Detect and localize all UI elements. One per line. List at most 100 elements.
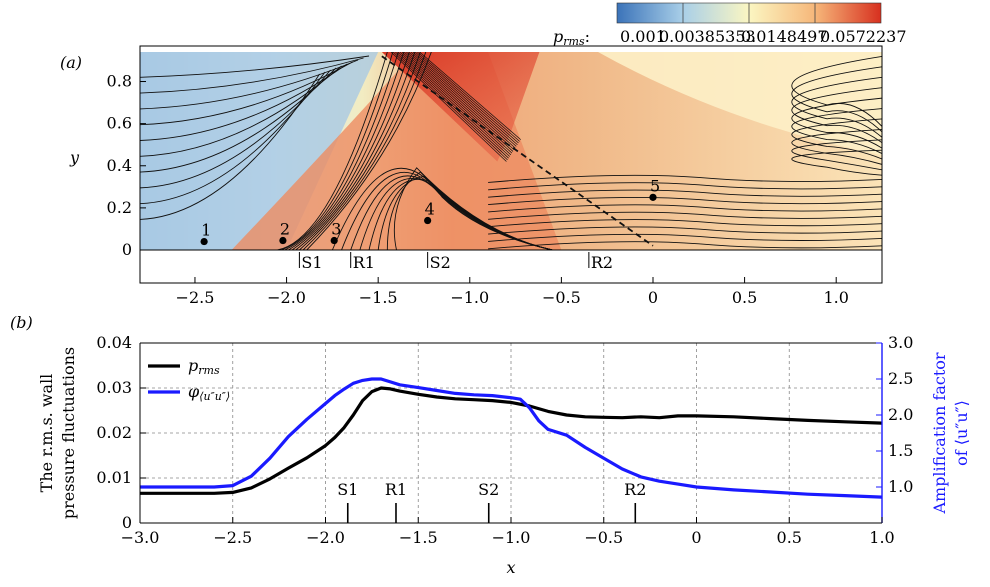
x-tick-label-a: −1.5 xyxy=(359,288,398,307)
contour-field xyxy=(140,52,882,250)
x-tick-label-b: −2.0 xyxy=(306,528,345,547)
y-tick-label-left: 0.04 xyxy=(96,333,132,352)
contour-line xyxy=(295,52,416,250)
y-tick-label-a: 0.8 xyxy=(107,72,132,91)
contour-ticks: −2.5 −2.0 −1.5 −1.0 −0.5 0 0.5 1.0 0 0.2 0.4 0.6 0.8 xyxy=(107,72,849,307)
line-ticks: −3.0 −2.5 −2.0 −1.5 −1.0 −0.5 0 0.5 1.0 0 0.01 0.02… xyxy=(96,333,913,547)
probe-label: 3 xyxy=(331,220,341,239)
x-tick-label-a: −1.0 xyxy=(450,288,489,307)
y-axis-label-right: Amplification factor of ⟨u″u″⟩ xyxy=(930,352,971,514)
marker-label-a: S1 xyxy=(301,253,322,272)
colorbar-tick-label: 0.0572237 xyxy=(820,27,907,46)
legend-label-prms: prms xyxy=(188,356,220,377)
x-tick-label-a: 1.0 xyxy=(823,288,848,307)
colorbar-tick-label: 0.0148497 xyxy=(741,27,828,46)
contour-line xyxy=(791,97,882,149)
marker-label-b: R1 xyxy=(385,480,407,499)
series-line-prms xyxy=(140,386,883,495)
marker-label-b: S2 xyxy=(478,480,499,499)
contour-line xyxy=(791,118,882,160)
contour-line xyxy=(488,174,882,183)
contour-line xyxy=(397,52,510,157)
y-tick-label-right: 3.0 xyxy=(888,333,913,352)
x-tick-label-a: 0.5 xyxy=(732,288,757,307)
contour-line xyxy=(140,73,320,220)
contour-line xyxy=(140,71,326,205)
x-tick-label-a: −2.5 xyxy=(176,288,215,307)
contour-line xyxy=(488,219,882,228)
y-tick-label-left: 0.02 xyxy=(96,423,132,442)
y-tick-label-a: 0.4 xyxy=(107,156,132,175)
contour-line xyxy=(488,211,882,220)
contour-line xyxy=(419,52,521,140)
contour-line xyxy=(408,52,516,149)
contour-line xyxy=(403,52,514,152)
y-tick-label-right: 1.0 xyxy=(888,477,913,496)
contour-panel: (a) −2.5 −2.0 −1.5 −1.0 −0.5 0 0.5 1.0 0 0.2 0.4 0.… xyxy=(60,45,883,307)
contour-line xyxy=(488,226,882,235)
contour-line xyxy=(277,52,388,250)
colorbar-tick-label: 0.001 xyxy=(620,27,666,46)
separation-markers-b: S1 R1 S2 R2 xyxy=(337,480,646,523)
x-tick-label-b: −1.0 xyxy=(492,528,531,547)
contour-lines xyxy=(140,52,882,250)
marker-label-a: S2 xyxy=(430,253,451,272)
panel-label-a: (a) xyxy=(60,53,82,72)
probe-point xyxy=(200,237,208,246)
separation-markers-a: S1 R1 S2 R2 xyxy=(298,252,613,272)
probe-label: 1 xyxy=(201,221,211,240)
probe-points: 1 2 3 4 5 xyxy=(200,176,660,246)
y-tick-label-a: 0.2 xyxy=(107,198,132,217)
x-tick-label-b: −0.5 xyxy=(584,528,623,547)
contour-line xyxy=(417,52,520,142)
series-lines xyxy=(140,377,883,499)
contour-line xyxy=(791,55,882,127)
probe-label: 2 xyxy=(280,220,290,239)
marker-label-b: R2 xyxy=(624,480,646,499)
contour-line xyxy=(488,197,882,206)
x-tick-label-a: −0.5 xyxy=(542,288,581,307)
y-tick-label-right: 2.0 xyxy=(888,405,913,424)
contour-line xyxy=(791,108,882,154)
upstream-region xyxy=(140,52,379,250)
x-axis-label: x xyxy=(506,558,515,577)
contour-line xyxy=(791,66,882,133)
x-tick-label-b: 0 xyxy=(691,528,701,547)
contour-line xyxy=(791,76,882,138)
contour-line xyxy=(399,52,512,156)
y-tick-label-a: 0 xyxy=(122,240,132,259)
contour-line xyxy=(390,52,507,162)
axes-frame-a xyxy=(139,45,883,284)
contour-line xyxy=(284,52,399,250)
marker-label-a: R1 xyxy=(353,253,375,272)
y-tick-label-left: 0 xyxy=(122,513,132,532)
y-tick-label-a: 0.6 xyxy=(107,114,132,133)
contour-line xyxy=(401,52,513,154)
contour-line xyxy=(299,52,421,250)
probe-point xyxy=(279,236,287,245)
contour-line xyxy=(791,139,882,171)
probe-point xyxy=(424,216,432,225)
x-tick-label-b: −2.5 xyxy=(213,528,252,547)
series-line-amplification xyxy=(140,377,883,499)
contour-line xyxy=(140,57,364,94)
contour-line xyxy=(392,52,508,161)
contour-line xyxy=(488,182,882,191)
contour-line xyxy=(412,52,518,145)
probe-label: 4 xyxy=(425,200,435,219)
contour-line xyxy=(488,189,882,198)
y-axis-label-left: The r.m.s. wall pressure fluctuations xyxy=(37,347,78,519)
contour-line xyxy=(140,55,370,78)
y-tick-label-left: 0.01 xyxy=(96,468,132,487)
contour-line xyxy=(140,59,359,110)
contour-line xyxy=(488,204,882,213)
contour-line xyxy=(291,52,410,250)
contour-line xyxy=(302,52,427,250)
contour-line xyxy=(410,52,517,147)
x-tick-label-a: 0 xyxy=(648,288,658,307)
contour-line xyxy=(288,52,405,250)
x-tick-label-a: −2.0 xyxy=(267,288,306,307)
contour-line xyxy=(791,87,882,144)
